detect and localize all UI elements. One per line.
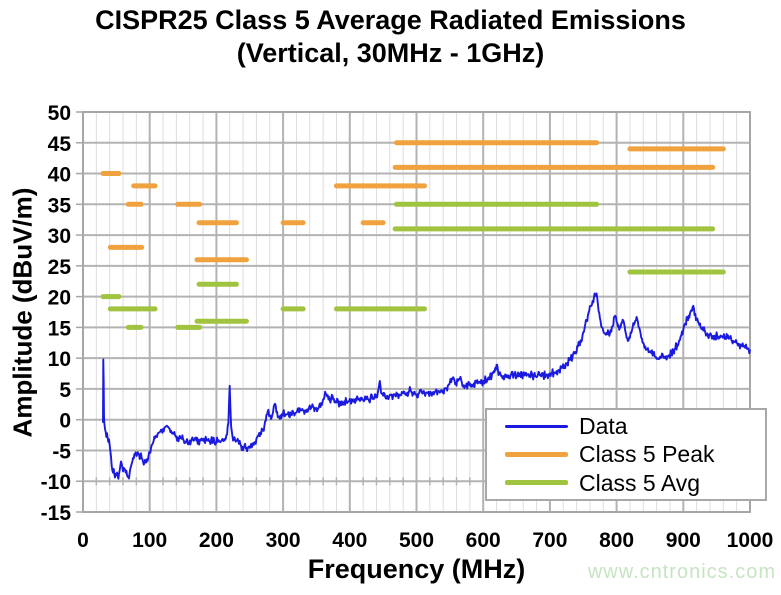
y-tick-label: -10 <box>41 471 71 494</box>
chart-title: CISPR25 Class 5 Average Radiated Emissio… <box>0 4 781 70</box>
y-tick-label: -5 <box>52 440 71 463</box>
x-tick-label: 900 <box>666 529 701 552</box>
x-tick-label: 800 <box>599 529 634 552</box>
y-tick-label: 45 <box>48 133 72 156</box>
x-tick-label: 600 <box>466 529 501 552</box>
y-tick-label: 20 <box>48 287 71 310</box>
x-tick-label: 100 <box>132 529 167 552</box>
legend: Data Class 5 Peak Class 5 Avg <box>485 408 767 501</box>
legend-item-data: Data <box>505 412 765 440</box>
class5-avg-line-swatch <box>505 480 568 486</box>
data-line-swatch <box>505 424 568 428</box>
plot-frame <box>82 111 751 513</box>
y-tick-label: 15 <box>48 317 72 340</box>
legend-label-class5-avg: Class 5 Avg <box>579 469 701 496</box>
x-axis-title: Frequency (MHz) <box>307 554 526 584</box>
x-tick-label: 0 <box>77 529 89 552</box>
legend-item-class5-peak: Class 5 Peak <box>505 440 765 468</box>
data-trace <box>102 292 751 480</box>
x-tick-label: 700 <box>532 529 567 552</box>
y-tick-label: 50 <box>48 102 71 125</box>
y-tick-label: 30 <box>48 225 71 248</box>
y-tick-label: 40 <box>48 164 71 187</box>
legend-item-class5-avg: Class 5 Avg <box>505 469 765 497</box>
y-tick-label: 25 <box>48 256 72 279</box>
x-tick-label: 300 <box>266 529 301 552</box>
chart-title-line1: CISPR25 Class 5 Average Radiated Emissio… <box>95 5 686 35</box>
y-tick-label: 0 <box>59 410 71 433</box>
class5-peak-line-swatch <box>505 451 568 457</box>
y-tick-label: 35 <box>48 194 72 217</box>
y-tick-label: -15 <box>41 502 72 525</box>
chart-title-line2: (Vertical, 30MHz - 1GHz) <box>236 38 545 68</box>
watermark-text: www.cntronics.com <box>587 561 776 583</box>
x-tick-label: 400 <box>332 529 367 552</box>
x-tick-label: 500 <box>399 529 434 552</box>
x-tick-label: 1000 <box>727 529 774 552</box>
x-tick-label: 200 <box>199 529 234 552</box>
y-tick-label: 5 <box>59 379 71 402</box>
y-tick-label: 10 <box>48 348 71 371</box>
legend-label-data: Data <box>579 413 628 440</box>
legend-label-class5-peak: Class 5 Peak <box>579 441 715 468</box>
